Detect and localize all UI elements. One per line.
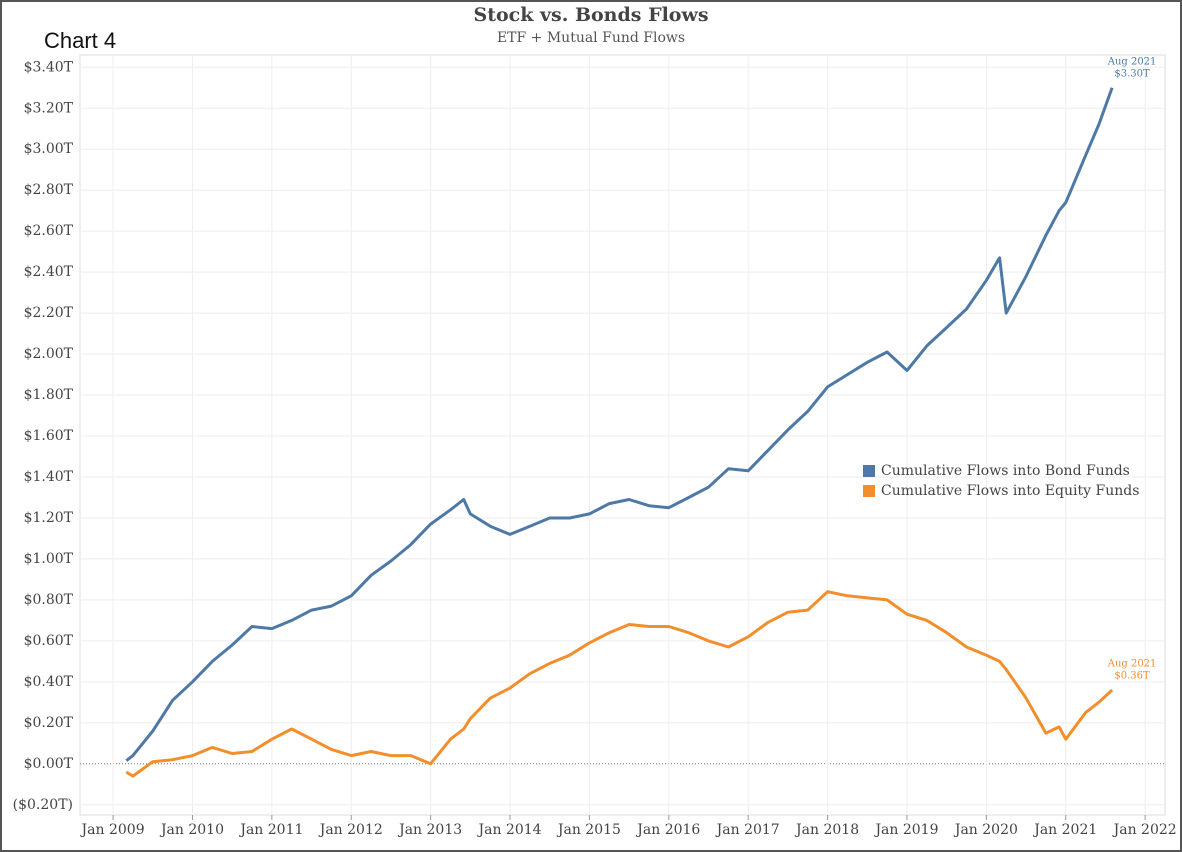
annotation-value: $3.30T bbox=[1114, 68, 1150, 79]
legend-swatch bbox=[863, 465, 875, 477]
chart-subtitle: ETF + Mutual Fund Flows bbox=[497, 30, 685, 46]
y-tick-label: $0.80T bbox=[24, 592, 74, 608]
y-tick-label: $1.00T bbox=[24, 551, 74, 567]
x-tick-label: Jan 2009 bbox=[80, 822, 145, 838]
x-tick-label: Jan 2020 bbox=[953, 822, 1018, 838]
y-tick-label: $2.40T bbox=[24, 264, 74, 280]
y-tick-label: $3.20T bbox=[24, 100, 74, 116]
y-tick-label: $0.40T bbox=[24, 674, 74, 690]
annotation-date: Aug 2021 bbox=[1107, 56, 1157, 67]
y-tick-label: $3.00T bbox=[24, 141, 74, 157]
x-tick-label: Jan 2013 bbox=[397, 822, 462, 838]
y-tick-label: $0.60T bbox=[24, 633, 74, 649]
series-line bbox=[125, 590, 1114, 778]
y-tick-label: $1.40T bbox=[24, 469, 74, 485]
legend-swatch bbox=[863, 485, 875, 497]
y-tick-label: ($0.20T) bbox=[13, 797, 73, 813]
plot-area bbox=[79, 54, 1166, 816]
y-tick-label: $2.80T bbox=[24, 182, 74, 198]
legend-label: Cumulative Flows into Equity Funds bbox=[881, 483, 1139, 499]
x-tick-label: Jan 2010 bbox=[159, 822, 224, 838]
y-tick-label: $2.00T bbox=[24, 346, 74, 362]
legend-label: Cumulative Flows into Bond Funds bbox=[881, 463, 1130, 479]
x-tick-label: Jan 2022 bbox=[1112, 822, 1177, 838]
y-tick-label: $1.60T bbox=[24, 428, 74, 444]
x-tick-label: Jan 2012 bbox=[318, 822, 383, 838]
x-tick-label: Jan 2014 bbox=[476, 822, 541, 838]
y-tick-label: $2.20T bbox=[24, 305, 74, 321]
x-tick-label: Jan 2017 bbox=[715, 822, 780, 838]
y-tick-label: $3.40T bbox=[24, 59, 74, 75]
y-tick-label: $0.20T bbox=[24, 715, 74, 731]
y-tick-label: $0.00T bbox=[24, 756, 74, 772]
y-tick-label: $1.20T bbox=[24, 510, 74, 526]
y-tick-label: $1.80T bbox=[24, 387, 74, 403]
y-tick-label: $2.60T bbox=[24, 223, 74, 239]
x-tick-label: Jan 2021 bbox=[1032, 822, 1097, 838]
series-line bbox=[125, 87, 1114, 762]
annotation-date: Aug 2021 bbox=[1107, 659, 1157, 670]
x-tick-label: Jan 2018 bbox=[794, 822, 859, 838]
x-tick-label: Jan 2015 bbox=[556, 822, 621, 838]
chart-label: Chart 4 bbox=[44, 28, 116, 53]
x-tick-label: Jan 2019 bbox=[873, 822, 938, 838]
x-tick-label: Jan 2016 bbox=[635, 822, 700, 838]
annotation-value: $0.36T bbox=[1114, 671, 1150, 682]
x-tick-label: Jan 2011 bbox=[238, 822, 303, 838]
chart-title: Stock vs. Bonds Flows bbox=[473, 4, 708, 26]
